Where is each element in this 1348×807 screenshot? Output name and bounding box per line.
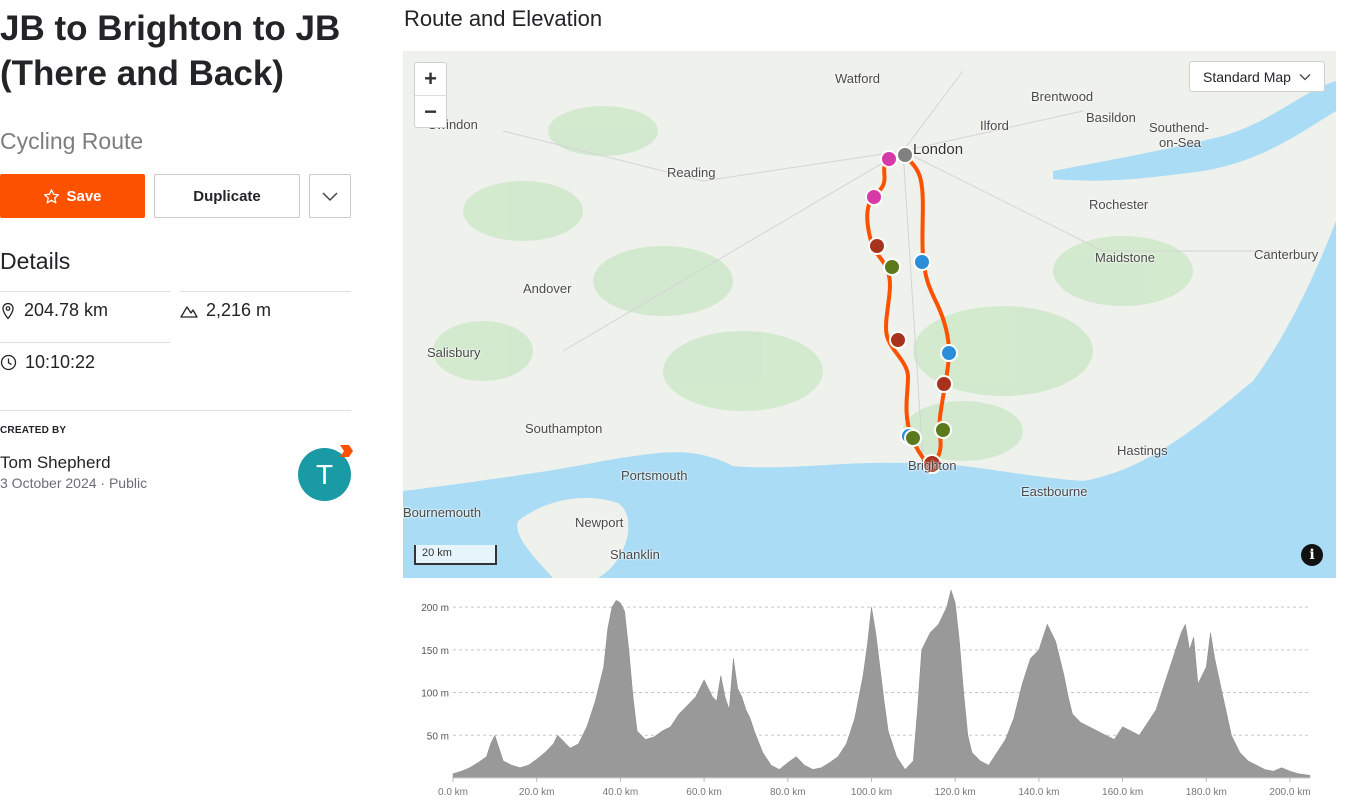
elevation-chart[interactable]: 50 m 100 m 150 m 200 m 0.0 km 20.0 km 40.0 km 6… — [403, 590, 1336, 807]
map-place-label: on-Sea — [1159, 135, 1201, 150]
time-value: 10:10:22 — [25, 352, 96, 372]
y-tick-label: 50 m — [427, 731, 449, 742]
created-date: 3 October 2024 — [0, 475, 97, 491]
map-canvas[interactable] — [403, 51, 1336, 578]
x-tick-label: 40.0 km — [603, 787, 639, 798]
map-place-label: Eastbourne — [1021, 484, 1088, 499]
visibility: Public — [108, 475, 148, 491]
save-button[interactable]: Save — [0, 174, 145, 218]
distance-stat: 204.78 km — [0, 300, 108, 321]
distance-value: 204.78 km — [24, 300, 109, 320]
route-type: Cycling Route — [0, 128, 144, 154]
elevation-series-area — [452, 590, 1311, 779]
map-place-label: Bournemouth — [403, 505, 482, 520]
map-place-label: Maidstone — [1095, 250, 1155, 265]
x-tick-label: 0.0 km — [438, 787, 468, 798]
map-place-label: Ilford — [980, 118, 1009, 133]
poi-markers — [865, 146, 958, 474]
y-tick-label: 200 m — [421, 603, 449, 614]
map-scale: 20 km — [414, 545, 497, 565]
map-place-label: Watford — [835, 71, 881, 86]
separator-dot: · — [100, 475, 109, 491]
chevron-down-icon — [322, 192, 338, 202]
zoom-controls: + − — [414, 62, 447, 128]
star-icon — [44, 188, 60, 203]
x-tick-label: 200.0 km — [1269, 787, 1310, 798]
divider — [0, 291, 170, 292]
map-place-label: Hastings — [1117, 443, 1168, 458]
map-place-label: Reading — [667, 165, 716, 180]
created-by-label: CREATED BY — [0, 425, 67, 436]
divider — [0, 410, 351, 411]
x-tick-label: 160.0 km — [1102, 787, 1143, 798]
more-actions-button[interactable] — [309, 174, 351, 218]
y-tick-label: 100 m — [421, 689, 449, 700]
route-meta: 3 October 2024 · Public — [0, 475, 147, 491]
y-tick-label: 150 m — [421, 646, 449, 657]
location-pin-icon — [2, 302, 14, 320]
divider — [0, 342, 170, 343]
x-tick-label: 140.0 km — [1018, 787, 1059, 798]
author-name[interactable]: Tom Shepherd — [0, 453, 111, 472]
map-place-label: Shanklin — [610, 547, 660, 562]
map-place-label: Southend- — [1149, 120, 1209, 135]
map-place-label: Portsmouth — [621, 468, 688, 483]
map-place-label: Salisbury — [427, 345, 481, 360]
map-place-label: Canterbury — [1254, 247, 1319, 262]
map-place-label: Basildon — [1086, 110, 1136, 125]
map-place-label: Brighton — [908, 458, 957, 473]
divider — [180, 291, 351, 292]
x-tick-label: 120.0 km — [935, 787, 976, 798]
map-place-label: Rochester — [1089, 197, 1149, 212]
map-place-label: Brentwood — [1031, 89, 1094, 104]
info-button[interactable]: i — [1301, 544, 1323, 566]
duplicate-button[interactable]: Duplicate — [154, 174, 300, 218]
mountain-icon — [180, 305, 198, 318]
map-type-label: Standard Map — [1203, 68, 1291, 85]
elevation-value: 2,216 m — [206, 300, 272, 320]
map-place-label: London — [913, 141, 964, 158]
route-map[interactable]: Watford London Brentwood Basildon Southe… — [403, 51, 1336, 578]
save-button-label: Save — [66, 187, 102, 205]
route-elevation-heading: Route and Elevation — [404, 6, 603, 31]
map-place-label: Southampton — [525, 421, 603, 436]
subscriber-badge-icon — [340, 445, 353, 457]
x-tick-label: 60.0 km — [686, 787, 722, 798]
avatar[interactable]: T — [298, 448, 351, 501]
map-place-label: Andover — [523, 281, 572, 296]
clock-icon — [0, 354, 17, 371]
elevation-stat: 2,216 m — [180, 300, 271, 321]
details-heading: Details — [0, 248, 71, 274]
time-stat: 10:10:22 — [0, 352, 95, 373]
x-tick-label: 180.0 km — [1186, 787, 1227, 798]
map-type-select[interactable]: Standard Map — [1189, 61, 1325, 92]
x-tick-label: 80.0 km — [770, 787, 806, 798]
zoom-in-button[interactable]: + — [424, 66, 437, 91]
x-tick-label: 20.0 km — [519, 787, 555, 798]
chevron-down-icon — [1299, 73, 1311, 80]
route-title: JB to Brighton to JB (There and Back) — [0, 9, 341, 93]
x-tick-label: 100.0 km — [851, 787, 892, 798]
zoom-out-button[interactable]: − — [415, 95, 446, 128]
map-place-label: Newport — [575, 515, 624, 530]
